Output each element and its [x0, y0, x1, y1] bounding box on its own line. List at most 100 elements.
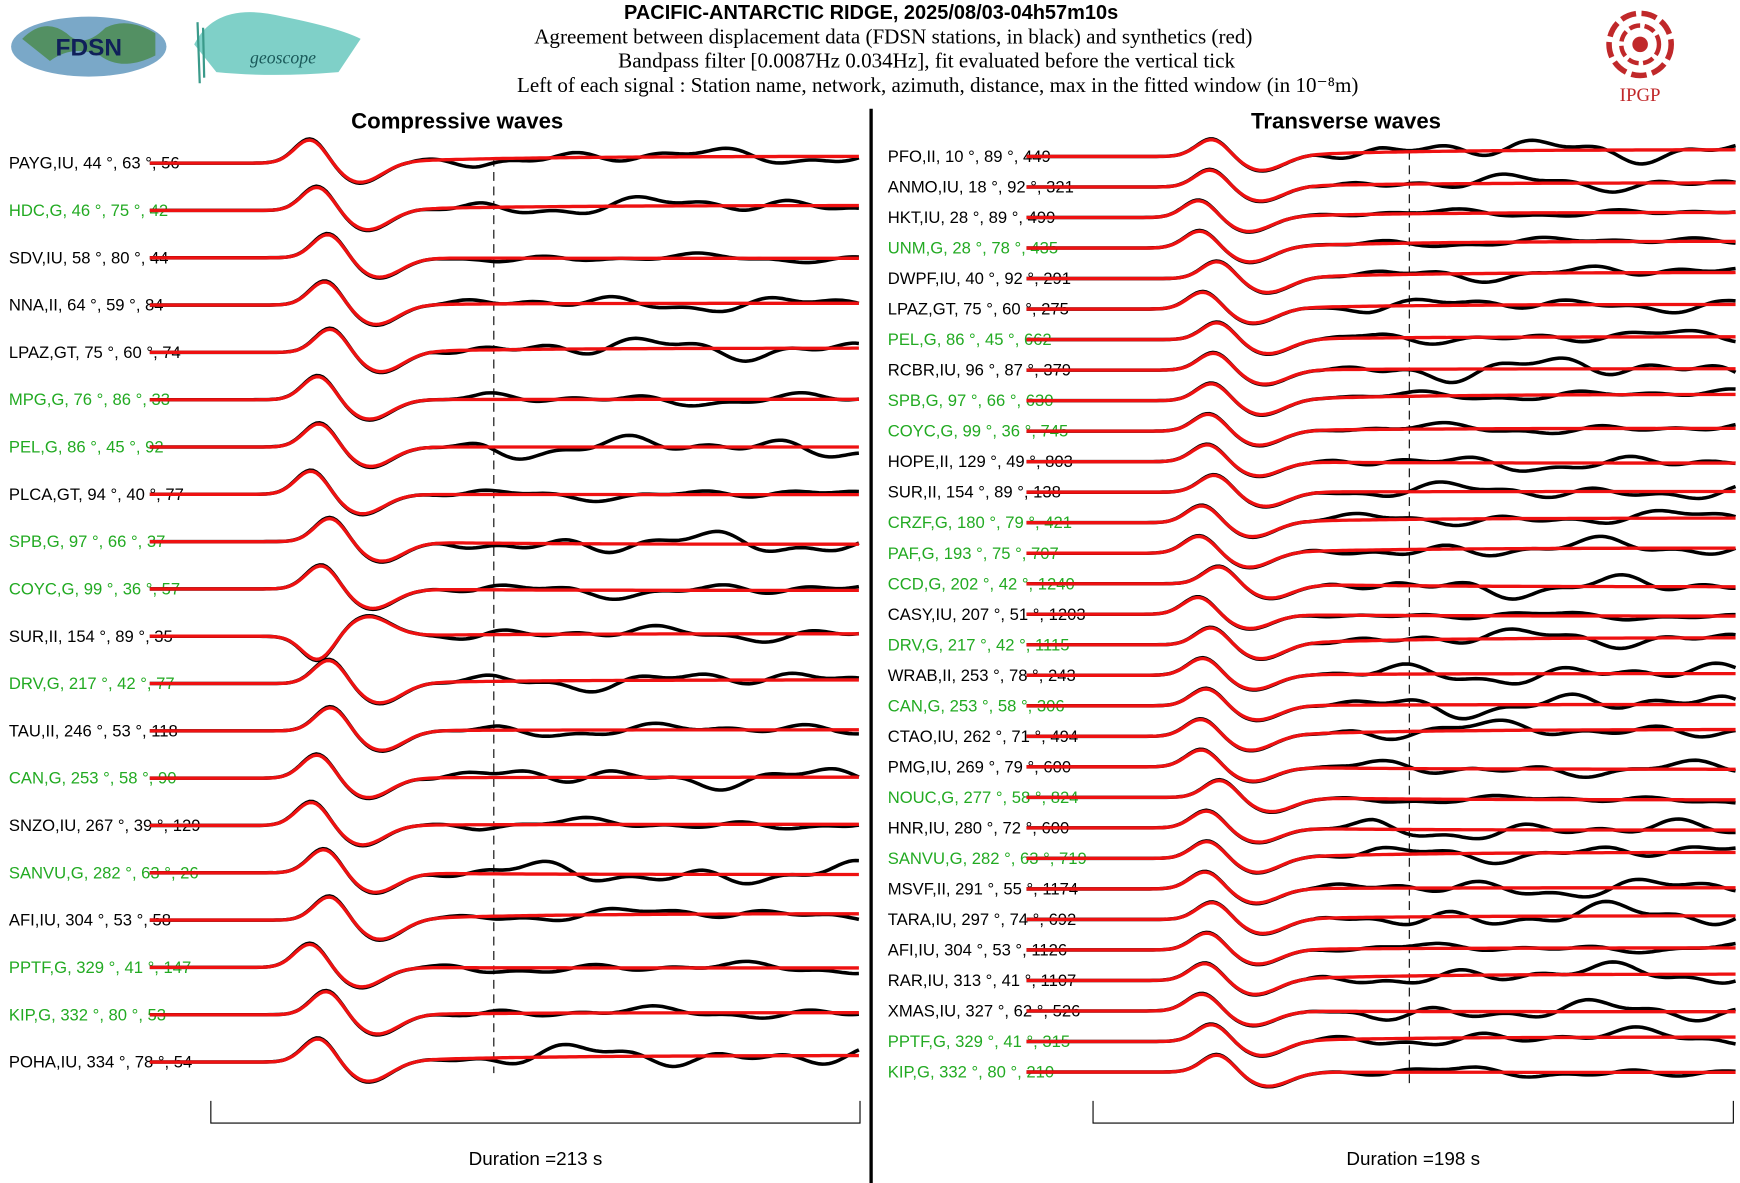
- station-label: CCD,G, 202 °, 42 °, 1240: [888, 574, 1075, 593]
- duration-bracket: [210, 1100, 861, 1124]
- station-label: PLCA,GT, 94 °, 40 °, 77: [9, 485, 184, 504]
- station-label: KIP,G, 332 °, 80 °, 53: [9, 1005, 166, 1024]
- station-label: XMAS,IU, 327 °, 62 °, 526: [888, 1002, 1081, 1021]
- synthetic-trace: [1026, 1053, 1736, 1088]
- panel: Transverse waves PFO,II, 10 °, 89 °, 449 A…: [888, 109, 1737, 1169]
- station-label: ANMO,IU, 18 °, 92 °, 321: [888, 178, 1074, 197]
- station-label: SUR,II, 154 °, 89 °, 138: [888, 483, 1061, 502]
- duration-label: Duration =198 s: [1346, 1148, 1480, 1169]
- station-label: NOUC,G, 277 °, 58 °, 824: [888, 788, 1079, 807]
- fdsn-logo: FDSN: [11, 16, 167, 77]
- data-trace: [149, 468, 859, 517]
- station-label: CTAO,IU, 262 °, 71 °, 494: [888, 727, 1078, 746]
- station-label: HNR,IU, 280 °, 72 °, 600: [888, 818, 1069, 837]
- panel-title: Transverse waves: [1251, 109, 1441, 134]
- station-label: TARA,IU, 297 °, 74 °, 692: [888, 910, 1077, 929]
- station-label: SDV,IU, 58 °, 80 °, 44: [9, 248, 169, 267]
- synthetic-trace: [1026, 962, 1736, 997]
- station-label: PPTF,G, 329 °, 41 °, 147: [9, 958, 191, 977]
- synthetic-trace: [1026, 412, 1736, 447]
- subtitle: Agreement between displacement data (FDS…: [534, 24, 1252, 48]
- synthetic-trace: [1026, 809, 1736, 844]
- panels: Compressive waves PAYG,IU, 44 °, 63 °, 56…: [9, 109, 1737, 1169]
- data-trace: [149, 137, 860, 186]
- synthetic-trace: [149, 185, 859, 232]
- synthetic-trace: [1026, 900, 1736, 936]
- synthetic-trace: [1026, 992, 1736, 1027]
- station-label: NNA,II, 64 °, 59 °, 84: [9, 296, 164, 315]
- logo-text: FDSN: [56, 34, 122, 61]
- synthetic-trace: [149, 233, 859, 279]
- station-label: PFO,II, 10 °, 89 °, 449: [888, 147, 1051, 166]
- synthetic-trace: [1026, 138, 1736, 172]
- station-label: MSVF,II, 291 °, 55 °, 1174: [888, 879, 1078, 898]
- data-trace: [149, 563, 860, 612]
- station-label: CAN,G, 253 °, 58 °, 90: [9, 769, 177, 788]
- station-label: COYC,G, 99 °, 36 °, 745: [888, 422, 1069, 441]
- station-label: HDC,G, 46 °, 75 °, 42: [9, 201, 168, 220]
- station-label: SANVU,G, 282 °, 63 °, 719: [888, 849, 1087, 868]
- station-label: CAN,G, 253 °, 58 °, 306: [888, 696, 1065, 715]
- station-label: SPB,G, 97 °, 66 °, 630: [888, 391, 1054, 410]
- synthetic-trace: [1026, 1023, 1736, 1058]
- synthetic-trace: [149, 989, 859, 1036]
- station-label: LPAZ,GT, 75 °, 60 °, 275: [888, 300, 1069, 319]
- synthetic-trace: [1026, 870, 1736, 905]
- station-label: KIP,G, 332 °, 80 °, 210: [888, 1063, 1054, 1082]
- subtitle: Bandpass filter [0.0087Hz 0.034Hz], fit …: [618, 49, 1235, 73]
- synthetic-trace: [149, 280, 859, 327]
- synthetic-trace: [149, 422, 859, 468]
- synthetic-trace: [149, 375, 859, 421]
- synthetic-trace: [149, 138, 859, 184]
- synthetic-trace: [1026, 199, 1736, 234]
- synthetic-trace: [1026, 321, 1736, 356]
- panel-title: Compressive waves: [351, 109, 563, 134]
- duration-label: Duration =213 s: [469, 1148, 603, 1169]
- synthetic-trace: [1026, 504, 1736, 539]
- logo-text: geoscope: [250, 47, 316, 67]
- geoscope-logo: geoscope: [194, 12, 361, 84]
- station-label: WRAB,II, 253 °, 78 °, 243: [888, 666, 1076, 685]
- station-label: CRZF,G, 180 °, 79 °, 421: [888, 513, 1072, 532]
- station-label: SUR,II, 154 °, 89 °, 35: [9, 627, 173, 646]
- synthetic-trace: [1026, 626, 1736, 661]
- data-trace: [1026, 960, 1737, 997]
- station-label: POHA,IU, 334 °, 78 °, 54: [9, 1053, 192, 1072]
- synthetic-trace: [1026, 290, 1736, 325]
- station-label: RAR,IU, 313 °, 41 °, 1107: [888, 971, 1077, 990]
- synthetic-trace: [149, 564, 859, 611]
- station-label: DWPF,IU, 40 °, 92 °, 291: [888, 269, 1071, 288]
- station-label: SANVU,G, 282 °, 63 °, 26: [9, 863, 199, 882]
- synthetic-trace: [1026, 656, 1736, 691]
- synthetic-trace: [149, 895, 859, 941]
- synthetic-trace: [1026, 229, 1736, 264]
- data-trace: [149, 231, 859, 280]
- station-label: DRV,G, 217 °, 42 °, 77: [9, 674, 175, 693]
- station-label: SNZO,IU, 267 °, 39 °, 129: [9, 816, 201, 835]
- synthetic-trace: [1026, 717, 1736, 752]
- subtitle: Left of each signal : Station name, netw…: [517, 73, 1358, 97]
- synthetic-trace: [149, 942, 859, 989]
- duration-bracket: [1092, 1100, 1734, 1124]
- synthetic-trace: [1026, 382, 1736, 417]
- synthetic-trace: [1026, 260, 1736, 295]
- station-label: PEL,G, 86 °, 45 °, 662: [888, 330, 1052, 349]
- synthetic-trace: [1026, 778, 1736, 814]
- data-trace: [149, 614, 860, 663]
- station-label: PPTF,G, 329 °, 41 °, 315: [888, 1032, 1070, 1051]
- station-label: SPB,G, 97 °, 66 °, 37: [9, 532, 166, 551]
- synthetic-trace: [149, 800, 859, 847]
- station-label: PEL,G, 86 °, 45 °, 92: [9, 438, 164, 457]
- synthetic-trace: [149, 1037, 859, 1083]
- station-label: CASY,IU, 207 °, 51 °, 1203: [888, 605, 1086, 624]
- data-trace: [149, 846, 859, 896]
- data-trace: [149, 515, 860, 564]
- station-label: AFI,IU, 304 °, 53 °, 58: [9, 911, 171, 930]
- synthetic-trace: [1026, 595, 1736, 631]
- station-label: AFI,IU, 304 °, 53 °, 1126: [888, 940, 1067, 959]
- synthetic-trace: [1026, 534, 1736, 569]
- synthetic-trace: [149, 706, 859, 752]
- station-label: MPG,G, 76 °, 86 °, 33: [9, 390, 170, 409]
